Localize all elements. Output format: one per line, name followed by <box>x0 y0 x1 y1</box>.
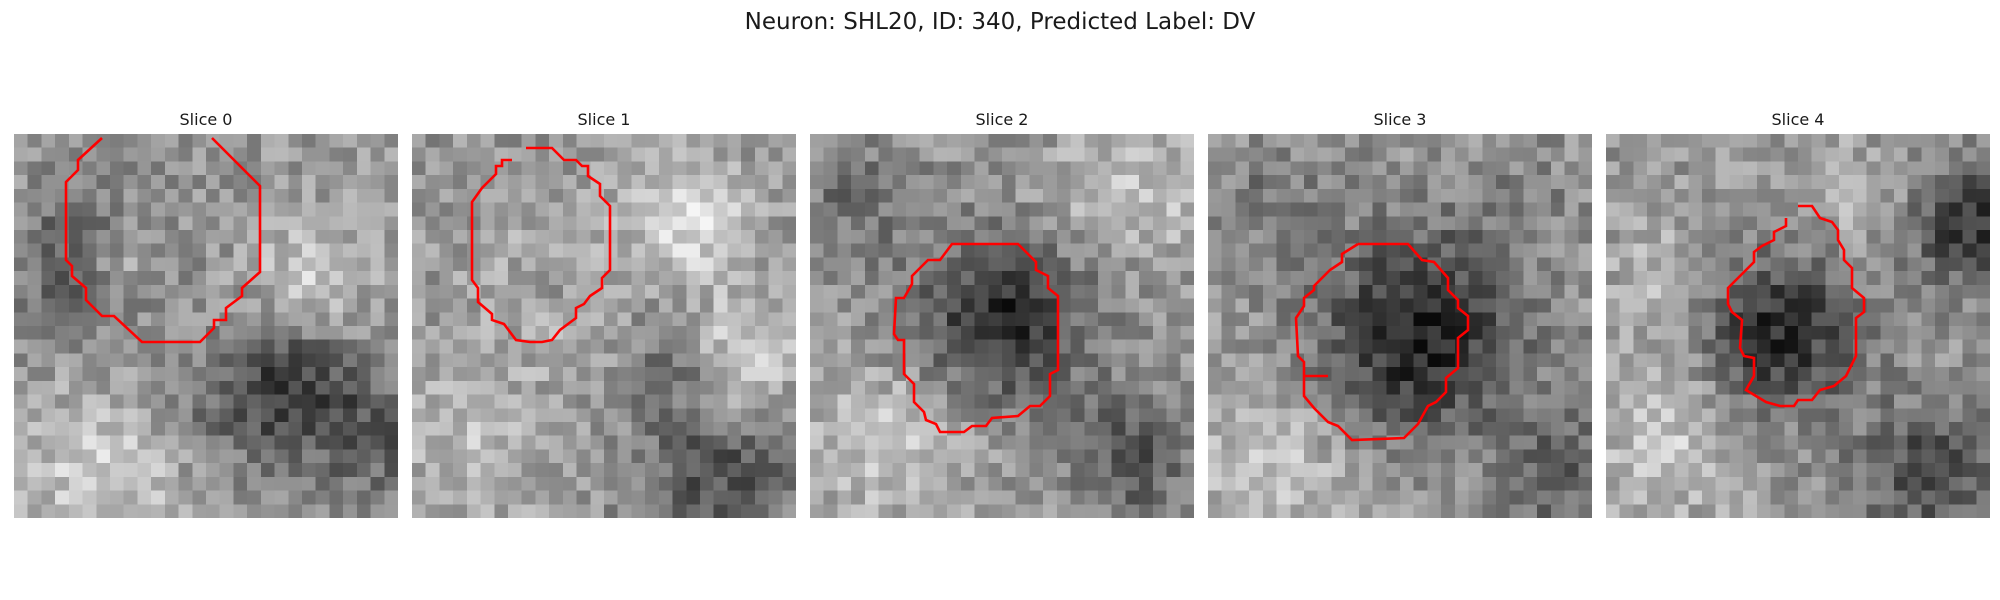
roi-contour <box>1726 204 1866 408</box>
slice-panel-2: Slice 2 <box>810 108 1194 518</box>
microscopy-image <box>1606 134 1990 518</box>
roi-contour <box>64 137 262 344</box>
roi-contour <box>1294 242 1470 442</box>
slice-panel-4: Slice 4 <box>1606 108 1990 518</box>
slice-panel-0: Slice 0 <box>14 108 398 518</box>
slice-title: Slice 4 <box>1771 110 1825 129</box>
slice-panel-1: Slice 1 <box>412 108 796 518</box>
slice-title: Slice 0 <box>179 110 233 129</box>
figure-title: Neuron: SHL20, ID: 340, Predicted Label:… <box>744 9 1256 35</box>
roi-contour <box>470 146 612 344</box>
microscopy-image <box>14 134 398 518</box>
slice-title: Slice 1 <box>577 110 631 129</box>
microscopy-image <box>1208 134 1592 518</box>
slice-title: Slice 3 <box>1373 110 1427 129</box>
microscopy-image <box>810 134 1194 518</box>
roi-contour <box>892 242 1060 434</box>
slice-title: Slice 2 <box>975 110 1029 129</box>
slice-panel-3: Slice 3 <box>1208 108 1592 518</box>
